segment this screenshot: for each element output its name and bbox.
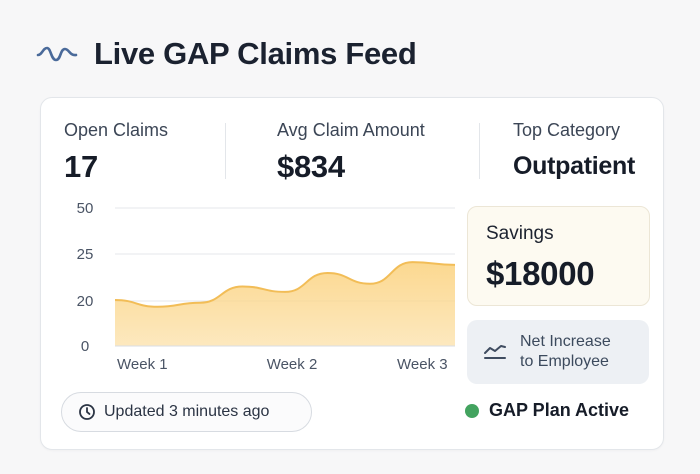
- header: Live GAP Claims Feed: [36, 34, 417, 74]
- x-tick-label: Week 1: [117, 356, 168, 373]
- y-tick-label: 20: [77, 293, 94, 310]
- area-line: [114, 261, 455, 308]
- x-tick-label: Week 3: [397, 356, 448, 373]
- net-increase-panel: Net Increase to Employee: [467, 320, 649, 384]
- page-title: Live GAP Claims Feed: [94, 36, 417, 71]
- savings-label: Savings: [486, 223, 554, 244]
- net-increase-line2: to Employee: [520, 353, 609, 370]
- pulse-icon: [36, 46, 78, 62]
- claims-area-chart: 50 25 20 0 Week 1 Week 2 Week 3: [77, 200, 455, 373]
- updated-text: Updated 3 minutes ago: [104, 403, 270, 420]
- status-dot: [465, 403, 479, 418]
- stat-top-category: Top Category Outpatient: [513, 120, 635, 181]
- y-tick-label: 0: [81, 338, 89, 355]
- trend-line-icon: [484, 345, 506, 359]
- plan-status: GAP Plan Active: [465, 400, 629, 421]
- divider: [225, 123, 226, 179]
- stat-label: Top Category: [513, 120, 621, 140]
- net-increase-line1: Net Increase: [520, 333, 611, 350]
- stat-value: $834: [277, 149, 345, 184]
- plan-status-text: GAP Plan Active: [489, 400, 630, 420]
- x-tick-label: Week 2: [267, 356, 318, 373]
- stat-label: Open Claims: [64, 120, 169, 140]
- y-tick-label: 25: [77, 246, 94, 263]
- clock-icon: [79, 404, 95, 420]
- updated-pill[interactable]: Updated 3 minutes ago: [61, 392, 312, 432]
- stat-value: Outpatient: [513, 152, 635, 180]
- stat-value: 17: [64, 149, 98, 184]
- stat-avg-claim-amount: Avg Claim Amount $834: [277, 120, 425, 185]
- savings-value: $18000: [486, 255, 595, 292]
- stat-label: Avg Claim Amount: [277, 120, 425, 140]
- claims-card: Open Claims 17 Avg Claim Amount $834 Top…: [40, 97, 664, 450]
- area-fill: [115, 262, 455, 346]
- y-tick-label: 50: [77, 200, 94, 217]
- savings-panel: Savings $18000: [467, 206, 650, 306]
- stat-open-claims: Open Claims 17: [64, 120, 168, 185]
- divider: [479, 123, 480, 179]
